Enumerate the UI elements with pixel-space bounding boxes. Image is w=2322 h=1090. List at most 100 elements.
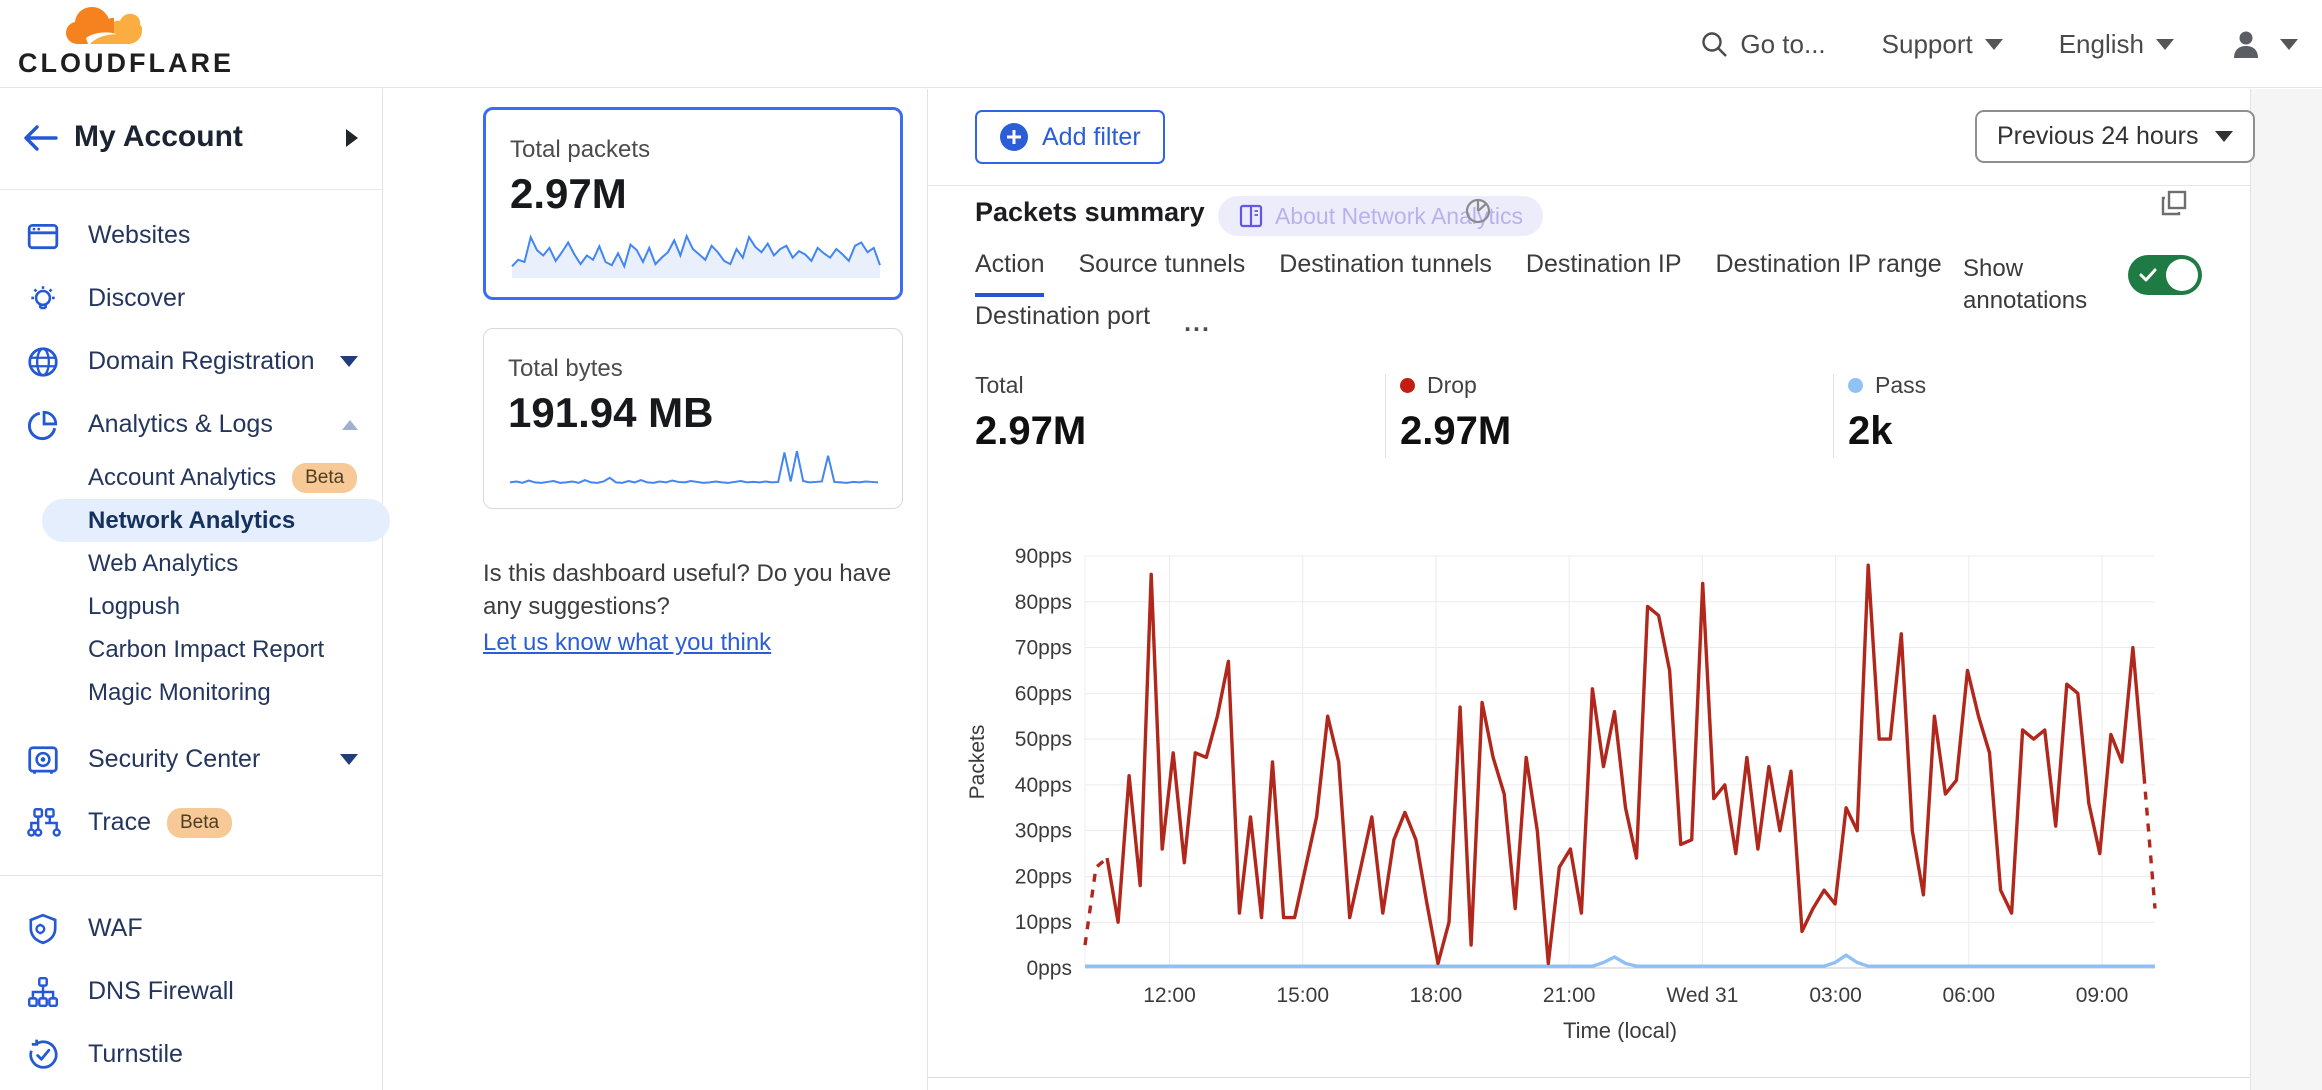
tree-icon bbox=[26, 974, 62, 1010]
safe-icon bbox=[26, 742, 62, 778]
stat-value: 2k bbox=[1848, 409, 1893, 453]
svg-text:80pps: 80pps bbox=[1015, 591, 1072, 614]
svg-text:15:00: 15:00 bbox=[1276, 984, 1329, 1007]
user-icon bbox=[2234, 31, 2258, 58]
sidebar-item-magic-monitoring[interactable]: Magic Monitoring bbox=[0, 671, 382, 714]
stat-value: 2.97M bbox=[975, 409, 1087, 453]
chevron-up-icon bbox=[342, 419, 358, 430]
time-range-label: Previous 24 hours bbox=[1997, 122, 2199, 150]
sidebar: My Account Websites Discover Domain Regist… bbox=[0, 89, 390, 1090]
tab-source-tunnels[interactable]: Source tunnels bbox=[1078, 250, 1246, 278]
goto-search[interactable]: Go to... bbox=[1700, 28, 1826, 60]
sidebar-item-label: Logpush bbox=[88, 592, 181, 620]
sidebar-item-domain-registration[interactable]: Domain Registration bbox=[0, 330, 382, 393]
navbar-right: Go to... Support English bbox=[1700, 0, 2298, 88]
cloudflare-logo[interactable]: CLOUDFLARE bbox=[18, 4, 231, 79]
more-tabs-ellipsis[interactable]: ... bbox=[1184, 309, 1211, 337]
card-value: 2.97M bbox=[510, 170, 627, 217]
stat-label: Drop bbox=[1427, 372, 1477, 398]
svg-text:Time (local): Time (local) bbox=[1563, 1018, 1677, 1042]
svg-text:30pps: 30pps bbox=[1015, 820, 1072, 843]
stat-total: Total 2.97M bbox=[975, 372, 1086, 454]
legend-dot-drop bbox=[1400, 378, 1415, 393]
svg-text:Wed 31: Wed 31 bbox=[1666, 984, 1738, 1007]
chevron-down-icon bbox=[340, 356, 358, 367]
top-navbar: CLOUDFLARE Go to... Support English bbox=[0, 0, 2322, 88]
tab-destination-ip[interactable]: Destination IP bbox=[1525, 250, 1682, 278]
chevron-down-icon bbox=[340, 754, 358, 765]
svg-text:09:00: 09:00 bbox=[2076, 984, 2129, 1007]
sidebar-item-dns-firewall[interactable]: DNS Firewall bbox=[0, 960, 382, 1023]
total-packets-card[interactable]: Total packets 2.97M bbox=[483, 107, 903, 300]
feedback-link[interactable]: Let us know what you think bbox=[483, 629, 772, 656]
plus-circle-icon bbox=[1000, 123, 1028, 151]
show-annotations-label: Show annotations bbox=[1963, 255, 2088, 314]
stats-divider bbox=[1833, 374, 1834, 458]
sidebar-item-logpush[interactable]: Logpush bbox=[0, 585, 382, 628]
sidebar-item-network-analytics[interactable]: Network Analytics bbox=[42, 499, 390, 542]
account-title[interactable]: My Account bbox=[74, 120, 243, 153]
sidebar-item-label: Websites bbox=[88, 221, 191, 249]
sidebar-item-label: Turnstile bbox=[88, 1040, 183, 1068]
about-network-analytics-badge[interactable]: About Network Analytics bbox=[1218, 196, 1544, 236]
total-bytes-card[interactable]: Total bytes 191.94 MB bbox=[483, 328, 903, 509]
panel-bottom-border bbox=[928, 1077, 2250, 1078]
chevron-down-icon bbox=[2156, 38, 2174, 50]
show-annotations-toggle[interactable] bbox=[2128, 255, 2202, 295]
svg-text:10pps: 10pps bbox=[1015, 911, 1072, 934]
svg-text:70pps: 70pps bbox=[1015, 637, 1072, 660]
sidebar-item-label: Network Analytics bbox=[88, 506, 296, 534]
sidebar-item-analytics-logs[interactable]: Analytics & Logs bbox=[0, 393, 382, 456]
feedback-question: Is this dashboard useful? Do you have an… bbox=[483, 560, 892, 620]
svg-text:Packets: Packets bbox=[966, 725, 989, 800]
summary-tabs-row1: Action Source tunnels Destination tunnels D… bbox=[975, 250, 1942, 297]
svg-text:21:00: 21:00 bbox=[1543, 984, 1596, 1007]
sidebar-item-websites[interactable]: Websites bbox=[0, 204, 382, 267]
support-label: Support bbox=[1881, 28, 1973, 59]
sidebar-item-turnstile[interactable]: Turnstile bbox=[0, 1023, 382, 1086]
stats-divider bbox=[1385, 374, 1386, 458]
tab-action[interactable]: Action bbox=[975, 250, 1045, 297]
analytics-pie-icon[interactable] bbox=[1462, 194, 1494, 231]
sidebar-item-security-center[interactable]: Security Center bbox=[0, 728, 382, 791]
support-menu[interactable]: Support bbox=[1882, 29, 2003, 60]
sidebar-item-trace[interactable]: Trace Beta bbox=[0, 791, 382, 854]
sidebar-item-waf[interactable]: WAF bbox=[0, 897, 382, 960]
beta-badge: Beta bbox=[292, 462, 358, 493]
expand-copy-icon[interactable] bbox=[2158, 188, 2190, 225]
goto-label: Go to... bbox=[1740, 28, 1826, 59]
sidebar-nav: Websites Discover Domain Registration Analy… bbox=[0, 190, 390, 1090]
svg-text:50pps: 50pps bbox=[1015, 728, 1072, 751]
sidebar-item-label: DNS Firewall bbox=[88, 977, 234, 1005]
feedback-block: Is this dashboard useful? Do you have an… bbox=[483, 557, 923, 659]
svg-text:0pps: 0pps bbox=[1026, 957, 1072, 980]
language-menu[interactable]: English bbox=[2059, 29, 2174, 60]
svg-text:03:00: 03:00 bbox=[1809, 984, 1862, 1007]
book-icon bbox=[1239, 204, 1263, 228]
chevron-right-icon[interactable] bbox=[344, 127, 360, 154]
back-arrow-icon[interactable] bbox=[22, 123, 58, 158]
sidebar-item-label: Security Center bbox=[88, 745, 261, 773]
chevron-down-icon bbox=[1984, 38, 2003, 50]
stat-pass: Pass 2k bbox=[1848, 372, 1926, 454]
tab-destination-tunnels[interactable]: Destination tunnels bbox=[1279, 250, 1492, 278]
panel-right-border bbox=[2250, 89, 2251, 1090]
account-menu[interactable] bbox=[2230, 28, 2298, 60]
svg-text:12:00: 12:00 bbox=[1143, 984, 1196, 1007]
add-filter-button[interactable]: Add filter bbox=[975, 110, 1165, 164]
cloudflare-cloud-icon bbox=[66, 7, 142, 44]
tab-destination-ip-range[interactable]: Destination IP range bbox=[1715, 250, 1942, 278]
chevron-down-icon bbox=[2280, 38, 2298, 50]
sidebar-item-account-analytics[interactable]: Account Analytics Beta bbox=[0, 456, 382, 499]
tab-destination-port[interactable]: Destination port bbox=[975, 302, 1151, 330]
packets-chart: 0pps 10pps 20pps 30pps 40pps 50pps 60pps 70pps 8… bbox=[940, 532, 2230, 1047]
page-right-gutter bbox=[2251, 89, 2322, 1090]
sidebar-item-discover[interactable]: Discover bbox=[0, 267, 382, 330]
time-range-select[interactable]: Previous 24 hours bbox=[1975, 110, 2255, 163]
svg-text:90pps: 90pps bbox=[1015, 545, 1072, 568]
summary-tabs-row2: Destination port ... bbox=[975, 302, 1211, 345]
sidebar-item-carbon-impact-report[interactable]: Carbon Impact Report bbox=[0, 628, 382, 671]
language-label: English bbox=[2058, 28, 2144, 59]
sidebar-item-web-analytics[interactable]: Web Analytics bbox=[0, 542, 382, 585]
